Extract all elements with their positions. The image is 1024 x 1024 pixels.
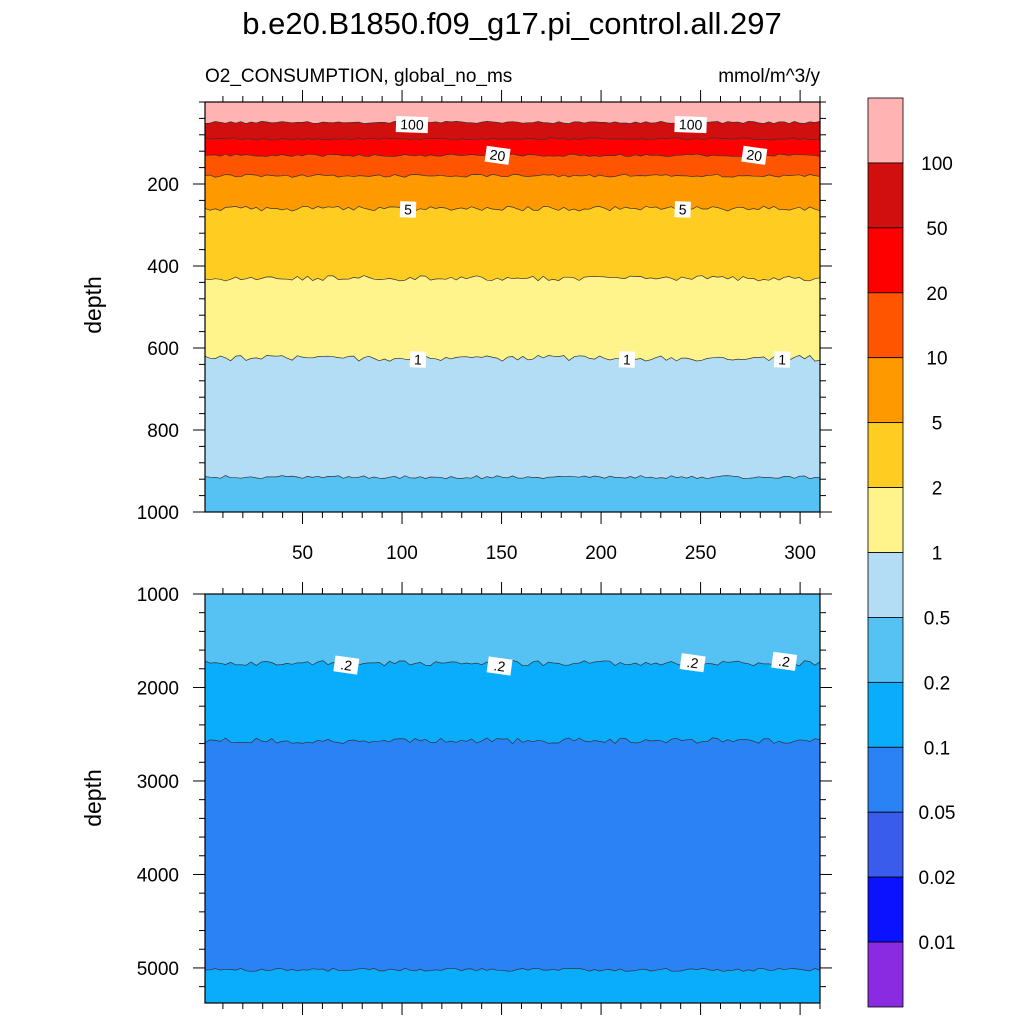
- y-tick-label: 2000: [137, 678, 179, 699]
- svg-text:1: 1: [623, 351, 632, 367]
- colorbar-label: 1: [932, 544, 943, 565]
- chart-title: b.e20.B1850.f09_g17.pi_control.all.297: [242, 6, 782, 41]
- x-tick-label: 300: [784, 543, 816, 564]
- colorbar-label: 100: [921, 154, 953, 175]
- depth-band: [205, 968, 820, 1003]
- contour-line: [205, 660, 820, 667]
- colorbar-swatch: [867, 811, 904, 878]
- svg-text:.2: .2: [777, 653, 791, 670]
- colorbar-swatch: [867, 292, 904, 359]
- y-tick-label: 1000: [137, 503, 179, 524]
- svg-text:20: 20: [489, 146, 507, 164]
- upper-y-axis-label: depth: [80, 276, 106, 334]
- contour-label: 20: [484, 145, 511, 165]
- contour-label: 1: [773, 351, 791, 368]
- contour-line: [205, 354, 820, 362]
- y-tick-label: 1000: [137, 585, 179, 606]
- svg-text:1: 1: [414, 351, 423, 367]
- contour-label: 5: [399, 201, 417, 218]
- colorbar-swatch: [867, 357, 904, 424]
- y-tick-label: 4000: [137, 865, 179, 886]
- colorbar-label: 0.5: [924, 608, 950, 629]
- contour-line: [205, 120, 820, 124]
- contour-label: 20: [741, 145, 768, 165]
- svg-text:100: 100: [679, 116, 703, 133]
- colorbar-label: 0.02: [919, 868, 956, 889]
- contour-line: [205, 475, 820, 480]
- contour-line: [205, 275, 820, 282]
- colorbar-swatch: [867, 746, 904, 813]
- contour-label: 1: [409, 351, 427, 368]
- y-tick-label: 200: [147, 175, 179, 196]
- colorbar-swatch: [867, 617, 904, 683]
- y-tick-label: 400: [147, 257, 179, 278]
- colorbar-label: 2: [932, 479, 943, 500]
- contour-label: .2: [771, 651, 798, 671]
- lower-y-axis-label: depth: [80, 769, 106, 827]
- colorbar-label: 20: [926, 284, 947, 305]
- x-tick-label: 150: [486, 543, 518, 564]
- contour-line: [205, 967, 820, 972]
- subtitle-left: O2_CONSUMPTION, global_no_ms: [205, 66, 512, 87]
- contour-line: [205, 137, 820, 141]
- y-tick-label: 3000: [137, 772, 179, 793]
- x-tick-label: 50: [292, 543, 313, 564]
- colorbar-swatch: [867, 422, 904, 488]
- colorbar-swatch: [867, 941, 904, 1008]
- depth-band: [205, 355, 820, 512]
- svg-text:1: 1: [778, 351, 787, 367]
- colorbar-swatch: [867, 876, 904, 943]
- subtitle-right: mmol/m^3/y: [718, 66, 820, 87]
- svg-text:.2: .2: [339, 656, 353, 673]
- contour-line: [205, 737, 820, 745]
- x-tick-label: 100: [386, 543, 418, 564]
- depth-band: [205, 737, 820, 1003]
- contour-label: 100: [674, 115, 707, 134]
- colorbar-swatch: [867, 552, 904, 618]
- contour-label: .2: [486, 656, 513, 676]
- contour-label: 100: [395, 115, 429, 134]
- contour-line: [205, 173, 820, 178]
- y-tick-label: 5000: [137, 959, 179, 980]
- colorbar-label: 0.05: [919, 803, 956, 824]
- colorbar-label: 5: [932, 414, 943, 435]
- contour-line: [205, 205, 820, 212]
- svg-text:.2: .2: [493, 657, 507, 674]
- colorbar-swatch: [867, 97, 904, 164]
- contour-line: [205, 153, 820, 157]
- colorbar-label: 0.1: [924, 738, 950, 759]
- svg-text:5: 5: [678, 201, 687, 217]
- colorbar-label: 10: [926, 349, 947, 370]
- contour-label: .2: [679, 653, 706, 673]
- contour-label: 5: [674, 201, 691, 218]
- colorbar: 100 50 20 10 5 2 1 0.5 0.2 0.1 0.05 0.02 0.01: [867, 97, 956, 1008]
- contour-label: .2: [333, 655, 360, 675]
- colorbar-label: 50: [926, 219, 947, 240]
- svg-text:5: 5: [404, 201, 413, 217]
- colorbar-swatch: [867, 681, 904, 748]
- x-tick-label: 200: [585, 543, 617, 564]
- svg-text:.2: .2: [686, 654, 700, 671]
- x-tick-label: 250: [685, 543, 717, 564]
- svg-text:100: 100: [400, 116, 424, 133]
- lower-panel: .2 .2 .2 .2 1000 2000 3000 4000 5000: [137, 582, 832, 1015]
- upper-panel: 100 100 20 20 5 5 1 1 1 200 400 600 800 1000 50 100 150 2…: [137, 90, 832, 564]
- depth-band: [205, 475, 820, 512]
- svg-text:20: 20: [745, 146, 763, 164]
- colorbar-swatch: [867, 162, 904, 229]
- colorbar-label: 0.01: [919, 933, 956, 954]
- y-tick-label: 800: [147, 421, 179, 442]
- y-tick-label: 600: [147, 339, 179, 360]
- colorbar-swatch: [867, 487, 904, 553]
- contour-label: 1: [618, 351, 636, 368]
- colorbar-swatch: [867, 227, 904, 294]
- colorbar-label: 0.2: [924, 673, 950, 694]
